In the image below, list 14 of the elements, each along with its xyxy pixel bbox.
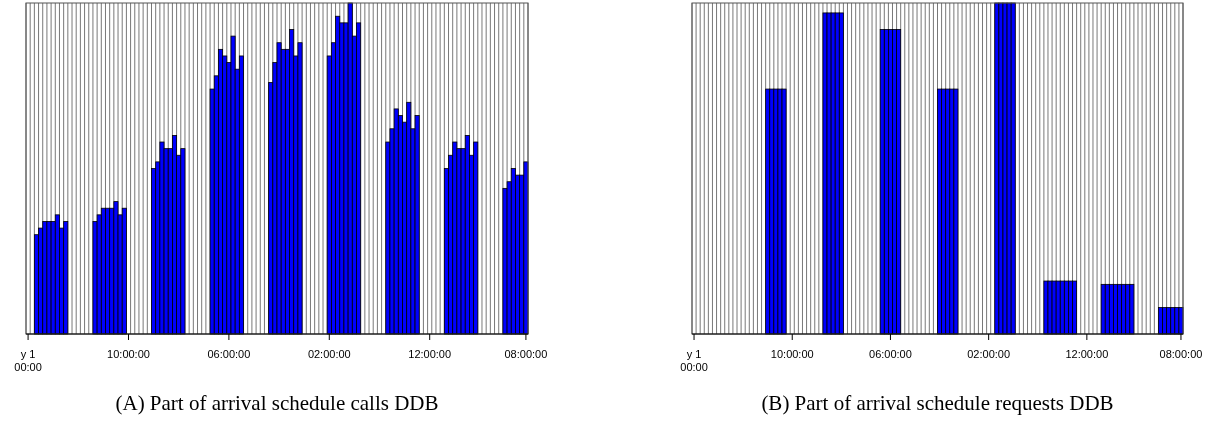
- text: (B) Part of arrival schedule requests DDB: [761, 391, 1114, 415]
- x-tick-label: 06:00:00: [207, 348, 251, 360]
- text: (A) Part of arrival schedule calls DDB: [115, 391, 439, 415]
- x-tick-label: 08:00:00: [504, 348, 548, 360]
- x-tick-label: 10:00:00: [107, 348, 150, 360]
- x-tick-label: 08:00:00: [1159, 348, 1203, 360]
- x-tick-label: y 1 00:00: [14, 348, 42, 373]
- x-tick-label: 12:00:00: [1065, 348, 1109, 360]
- x-tick-label: 12:00:00: [408, 348, 452, 360]
- x-tick-label: 02:00:00: [967, 348, 1011, 360]
- x-tick-label: 10:00:00: [770, 348, 814, 360]
- x-tick-label: 02:00:00: [307, 348, 351, 360]
- x-tick-label: 06:00:00: [869, 348, 912, 360]
- x-tick-label: y 1 00:00: [680, 348, 708, 373]
